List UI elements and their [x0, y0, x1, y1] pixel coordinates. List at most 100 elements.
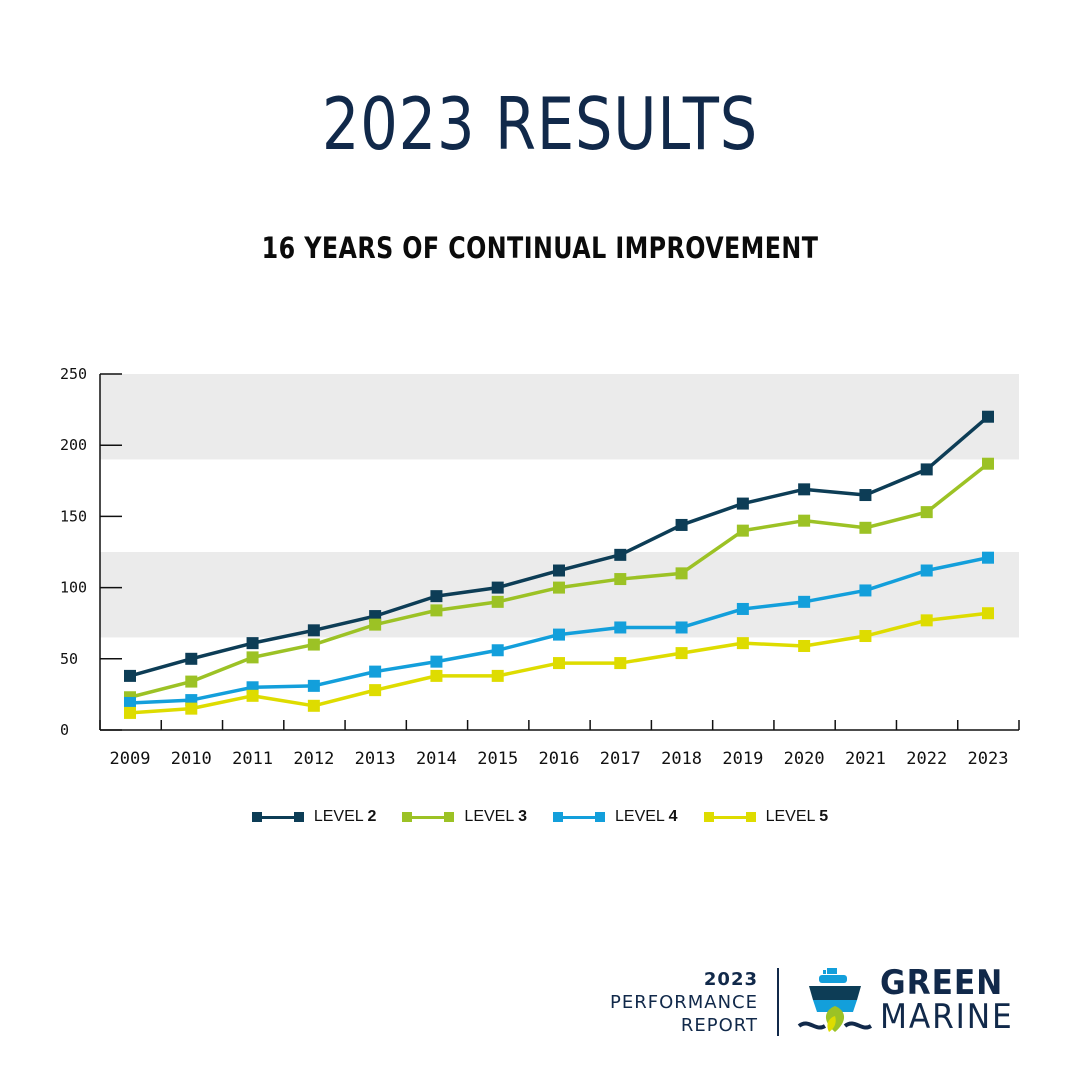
- footer-divider: [777, 968, 779, 1036]
- data-point: [614, 573, 627, 586]
- x-tick-label: 2015: [477, 749, 518, 769]
- x-tick-label: 2010: [171, 749, 212, 769]
- legend-item: LEVEL 3: [402, 808, 527, 826]
- data-point: [307, 679, 320, 692]
- data-point: [185, 675, 198, 688]
- data-point: [920, 614, 933, 627]
- x-tick-label: 2020: [784, 749, 825, 769]
- data-point: [859, 630, 872, 643]
- legend-label: LEVEL 2: [313, 808, 377, 825]
- y-tick-label: 250: [60, 365, 87, 383]
- page-title: 2023 RESULTS: [321, 82, 759, 166]
- y-tick-label: 50: [60, 650, 78, 668]
- chart-subtitle: 16 YEARS OF CONTINUAL IMPROVEMENT: [261, 231, 819, 265]
- data-point: [246, 651, 259, 664]
- ship-logo-icon: [797, 968, 873, 1032]
- data-point: [246, 689, 259, 702]
- data-point: [491, 669, 504, 682]
- x-tick-label: 2019: [722, 749, 763, 769]
- brand-line-2: MARINE: [880, 997, 1014, 1037]
- y-tick-label: 0: [60, 721, 69, 739]
- chart-legend: LEVEL 2 LEVEL 3 LEVEL 4 LEVEL 5: [0, 808, 1080, 826]
- data-point: [369, 684, 382, 697]
- legend-item: LEVEL 2: [251, 808, 377, 826]
- data-point: [124, 669, 136, 682]
- x-tick-label: 2021: [845, 749, 886, 769]
- x-tick-label: 2017: [600, 749, 641, 769]
- legend-swatch-icon: [402, 811, 455, 823]
- data-point: [246, 681, 259, 694]
- brand-name: GREEN MARINE: [880, 966, 1014, 1034]
- y-tick-label: 200: [60, 436, 87, 454]
- data-point: [430, 669, 443, 682]
- data-point: [430, 655, 443, 668]
- x-tick-label: 2011: [232, 749, 273, 769]
- data-point: [736, 497, 749, 510]
- data-point: [982, 551, 994, 564]
- data-point: [553, 581, 565, 594]
- data-point: [124, 706, 136, 719]
- data-point: [798, 514, 811, 527]
- data-point: [185, 702, 198, 715]
- data-point: [553, 564, 565, 577]
- data-point: [859, 584, 872, 597]
- data-point: [614, 657, 627, 670]
- data-point: [491, 595, 504, 608]
- data-point: [736, 637, 749, 650]
- legend-label: LEVEL 5: [765, 808, 829, 825]
- legend-swatch-icon: [553, 811, 605, 823]
- data-point: [982, 410, 994, 423]
- data-point: [369, 665, 382, 678]
- data-point: [185, 652, 198, 665]
- data-point: [491, 581, 504, 594]
- legend-swatch-icon: [703, 811, 756, 823]
- data-point: [859, 521, 872, 534]
- legend-item: LEVEL 4: [553, 808, 678, 826]
- y-tick-label: 150: [60, 507, 87, 525]
- data-point: [430, 590, 443, 603]
- x-tick-label: 2013: [355, 749, 396, 769]
- data-point: [614, 621, 627, 634]
- data-point: [920, 506, 933, 519]
- data-point: [920, 463, 933, 476]
- x-tick-label: 2023: [968, 749, 1009, 769]
- data-point: [491, 644, 504, 657]
- report-label: 2023 PERFORMANCE REPORT: [600, 968, 758, 1037]
- data-point: [675, 518, 688, 531]
- data-point: [553, 628, 565, 641]
- legend-label: LEVEL 4: [615, 808, 678, 825]
- data-point: [614, 548, 627, 561]
- data-point: [798, 595, 811, 608]
- data-point: [982, 607, 994, 620]
- data-point: [675, 621, 688, 634]
- data-point: [798, 483, 811, 496]
- data-point: [675, 647, 688, 660]
- data-point: [736, 524, 749, 537]
- data-point: [982, 457, 994, 470]
- x-tick-label: 2014: [416, 749, 457, 769]
- data-point: [675, 567, 688, 580]
- report-year: 2023: [703, 969, 758, 990]
- x-tick-label: 2018: [661, 749, 702, 769]
- data-point: [307, 699, 320, 712]
- data-point: [307, 638, 320, 651]
- data-point: [736, 602, 749, 615]
- data-point: [307, 624, 320, 637]
- x-tick-label: 2012: [293, 749, 334, 769]
- data-point: [859, 489, 872, 502]
- data-point: [246, 637, 259, 650]
- data-point: [430, 604, 443, 617]
- legend-swatch-icon: [251, 811, 304, 823]
- grid-band: [100, 374, 1019, 460]
- y-tick-label: 100: [60, 579, 87, 597]
- report-line-1: PERFORMANCE: [609, 992, 758, 1013]
- x-tick-label: 2009: [110, 749, 151, 769]
- data-point: [369, 618, 382, 631]
- legend-item: LEVEL 5: [703, 808, 829, 826]
- data-point: [553, 657, 565, 670]
- data-point: [124, 696, 136, 709]
- x-tick-label: 2022: [906, 749, 947, 769]
- legend-label: LEVEL 3: [464, 808, 527, 825]
- data-point: [920, 564, 933, 577]
